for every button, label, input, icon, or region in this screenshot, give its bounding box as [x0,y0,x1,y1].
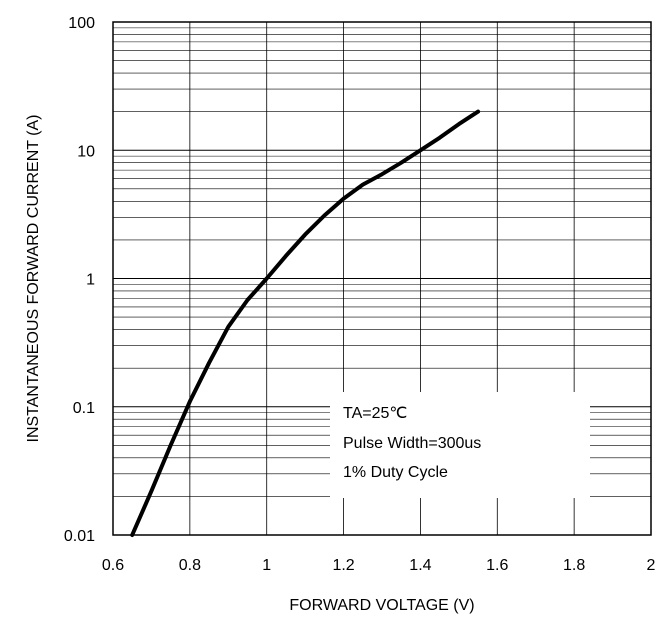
x-tick-label: 1.2 [332,557,354,574]
x-tick-label: 1.6 [486,557,508,574]
x-tick-label: 0.6 [102,557,124,574]
y-tick-label: 1 [86,272,95,289]
plot-frame [112,21,652,536]
x-tick-label: 0.8 [179,557,201,574]
x-tick-label: 2 [647,557,656,574]
y-tick-label: 100 [68,15,95,32]
y-tick-label: 0.1 [73,400,95,417]
y-axis-title: INSTANTANEOUS FORWARD CURRENT (A) [25,114,42,442]
y-tick-label: 0.01 [64,528,95,545]
y-tick-label: 10 [77,143,95,160]
x-axis-title: FORWARD VOLTAGE (V) [289,597,474,614]
annotation-text: Pulse Width=300us [343,435,481,452]
annotation-box [330,392,590,498]
x-tick-label: 1.4 [409,557,431,574]
series-line [130,109,481,537]
x-tick-label: 1 [262,557,271,574]
annotation-text: 1% Duty Cycle [343,464,448,481]
x-tick-label: 1.8 [563,557,585,574]
annotation-text: TA=25℃ [343,405,407,422]
